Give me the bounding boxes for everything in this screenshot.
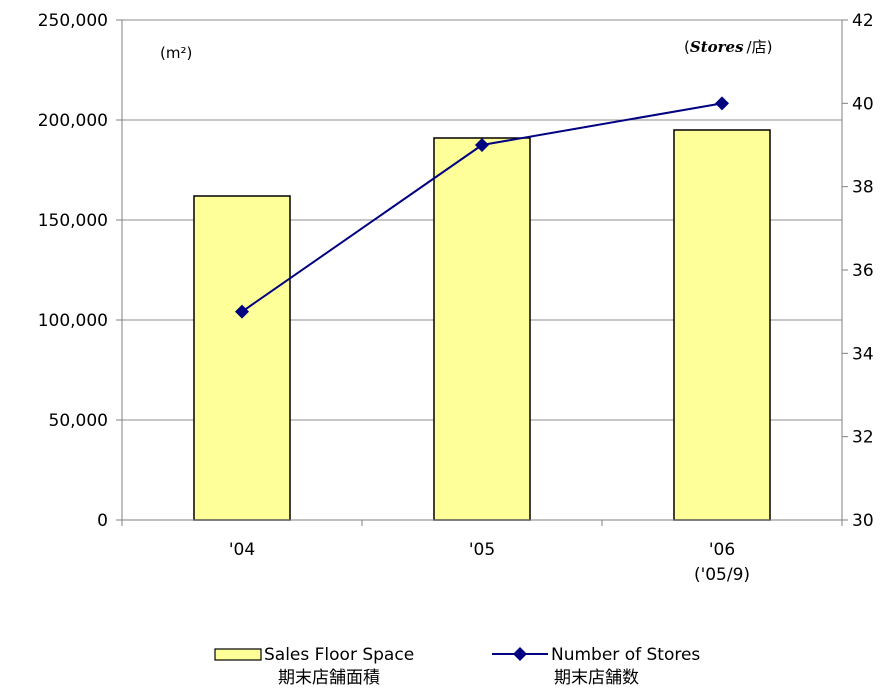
right-tick-label: 38 <box>852 178 874 198</box>
legend-line-label-jp: 期末店舗数 <box>554 668 639 688</box>
bar <box>193 195 291 521</box>
bar <box>673 129 771 521</box>
right-tick-label: 40 <box>852 94 874 114</box>
right-tick-label: 36 <box>852 261 874 281</box>
x-tick-label: '06 <box>709 540 735 560</box>
store-count-line <box>235 96 729 319</box>
right-tick-label: 32 <box>852 428 874 448</box>
left-tick-label: 100,000 <box>38 311 108 331</box>
left-axis-unit-label: (m²) <box>160 44 192 62</box>
left-tick-label: 50,000 <box>49 411 108 431</box>
x-tick-label: '04 <box>229 540 255 560</box>
right-tick-label: 42 <box>852 11 874 31</box>
stores-point <box>715 96 729 111</box>
axes <box>116 19 848 526</box>
stores-point <box>235 304 249 319</box>
right-tick-label: 30 <box>852 511 874 531</box>
right-tick-label: 34 <box>852 344 874 364</box>
legend-bar-label-jp: 期末店舗面積 <box>278 668 380 688</box>
tick-labels: 0 50,000 100,000 150,000 200,000 250,000 30 32 3… <box>38 11 874 585</box>
left-tick-label: 200,000 <box>38 111 108 131</box>
legend-bar-label: Sales Floor Space <box>264 645 414 665</box>
bar <box>433 137 531 521</box>
x-tick-label: '05 <box>469 540 495 560</box>
left-tick-label: 250,000 <box>38 11 108 31</box>
legend-bar-swatch <box>214 648 262 661</box>
left-tick-label: 150,000 <box>38 211 108 231</box>
legend-diamond-marker <box>513 647 527 661</box>
x-tick-sublabel: ('05/9) <box>694 565 750 585</box>
right-axis-unit-label: (Stores/店) <box>684 38 772 56</box>
bars <box>193 129 771 521</box>
legend: Sales Floor Space 期末店舗面積 Number of Store… <box>214 645 700 688</box>
stores-point <box>475 138 489 152</box>
legend-line-label: Number of Stores <box>551 645 700 665</box>
left-tick-label: 0 <box>97 511 108 531</box>
